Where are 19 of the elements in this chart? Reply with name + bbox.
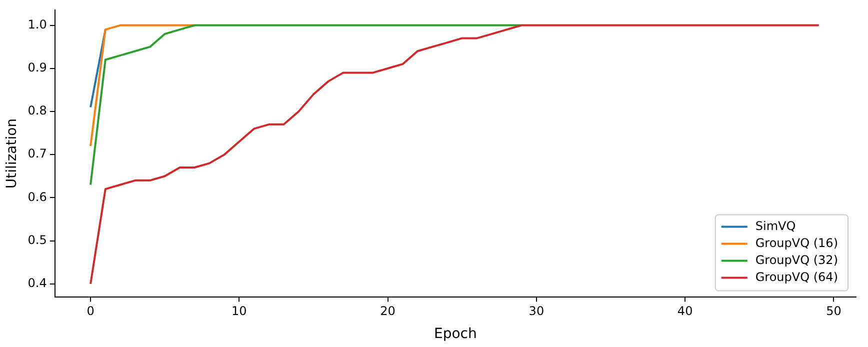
legend-label: GroupVQ (16) bbox=[755, 236, 838, 250]
y-tick-label: 0.9 bbox=[28, 60, 47, 75]
y-tick-label: 0.6 bbox=[28, 190, 47, 204]
legend-label: GroupVQ (64) bbox=[755, 270, 838, 284]
y-tick-label: 1.0 bbox=[28, 17, 47, 32]
x-tick-label: 20 bbox=[380, 304, 396, 318]
x-axis-title: Epoch bbox=[434, 326, 477, 342]
x-tick-label: 30 bbox=[528, 304, 544, 318]
x-tick-label: 40 bbox=[677, 304, 693, 318]
x-tick-label: 50 bbox=[826, 304, 842, 318]
legend-label: SimVQ bbox=[755, 218, 796, 233]
y-tick-label: 0.8 bbox=[28, 104, 47, 118]
x-tick-label: 0 bbox=[86, 304, 94, 318]
x-tick-label: 10 bbox=[232, 304, 247, 318]
y-tick-label: 0.4 bbox=[28, 276, 47, 290]
y-axis-title: Utilization bbox=[4, 118, 20, 189]
y-tick-label: 0.7 bbox=[28, 146, 47, 161]
legend-label: GroupVQ (32) bbox=[755, 252, 838, 267]
y-tick-label: 0.5 bbox=[28, 232, 47, 247]
